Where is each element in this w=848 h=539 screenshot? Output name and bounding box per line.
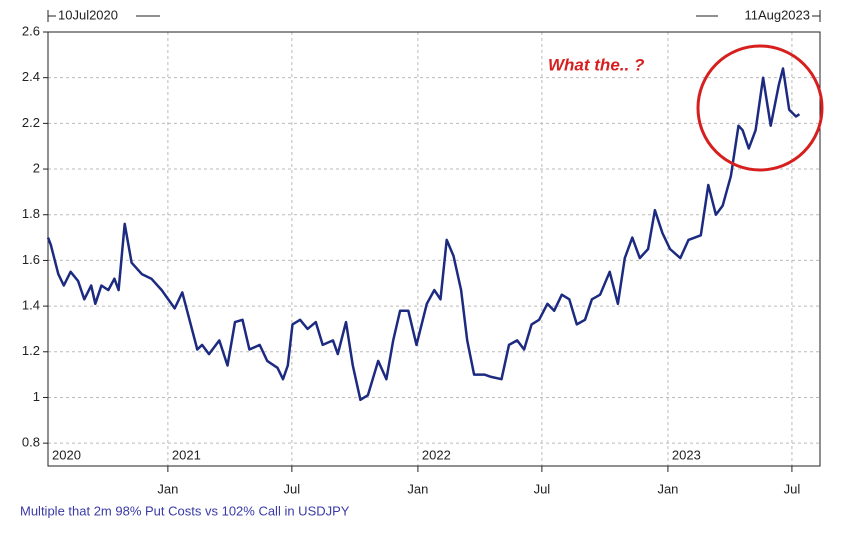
- x-tick-label: Jan: [157, 481, 178, 496]
- start-label: 10Jul2020: [58, 7, 118, 22]
- y-tick-label: 0.8: [22, 435, 40, 450]
- x-tick-label: Jul: [534, 481, 551, 496]
- y-tick-label: 1.4: [22, 298, 40, 313]
- y-tick-label: 2.2: [22, 115, 40, 130]
- year-label: 2023: [672, 447, 701, 462]
- y-tick-label: 1.8: [22, 206, 40, 221]
- end-label: 11Aug2023: [744, 7, 810, 22]
- annotation: What the.. ?: [548, 55, 645, 74]
- x-tick-label: Jan: [407, 481, 428, 496]
- highlight-circle: [696, 44, 824, 172]
- x-tick-label: Jul: [784, 481, 801, 496]
- y-tick-label: 2.4: [22, 69, 40, 84]
- x-tick-label: Jan: [657, 481, 678, 496]
- caption: Multiple that 2m 98% Put Costs vs 102% C…: [20, 503, 350, 518]
- y-tick-label: 2.6: [22, 23, 40, 38]
- plot-border: [47, 31, 821, 467]
- year-label: 2022: [422, 447, 451, 462]
- data-line: [46, 67, 801, 402]
- y-tick-label: 2: [33, 160, 40, 175]
- y-tick-label: 1.6: [22, 252, 40, 267]
- y-tick-label: 1: [33, 389, 40, 404]
- year-label: 2021: [172, 447, 201, 462]
- year-label: 2020: [52, 447, 81, 462]
- x-tick-label: Jul: [284, 481, 301, 496]
- plot-area: [48, 32, 820, 466]
- y-tick-label: 1.2: [22, 343, 40, 358]
